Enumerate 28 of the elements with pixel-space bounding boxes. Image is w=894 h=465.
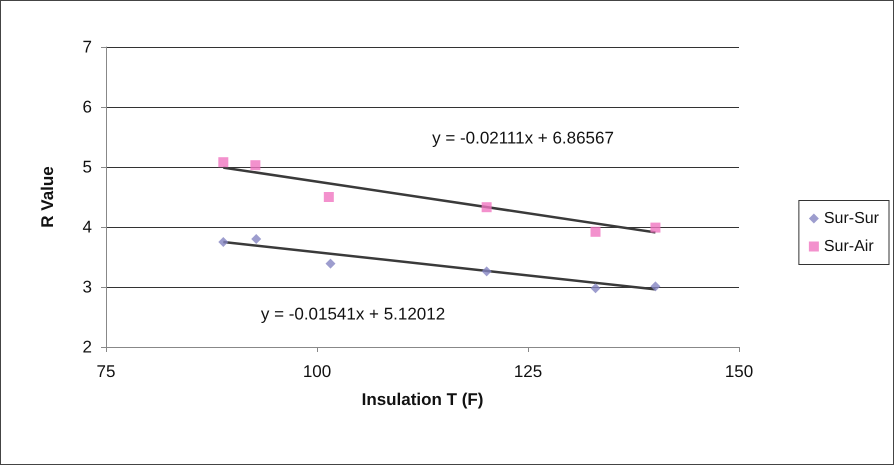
point <box>590 283 601 294</box>
point <box>590 226 601 237</box>
annotation: y = -0.02111x + 6.86567 <box>432 128 614 148</box>
legend-label: Sur-Air <box>824 238 874 255</box>
point <box>218 157 228 168</box>
y-tick-label: 3 <box>82 278 92 296</box>
point <box>250 160 260 170</box>
x-axis-title: Insulation T (F) <box>362 390 484 409</box>
point <box>482 266 492 276</box>
point <box>650 281 660 292</box>
y-axis-title: R Value <box>38 166 57 228</box>
y-tick-label: 2 <box>82 338 92 356</box>
y-tick-label: 5 <box>82 158 92 176</box>
y-tick-label: 7 <box>82 38 92 56</box>
point <box>650 222 660 233</box>
legend-label: Sur-Sur <box>824 210 880 227</box>
x-tick-label: 125 <box>514 362 542 381</box>
annotation: y = -0.01541x + 5.12012 <box>260 304 446 324</box>
x-tick-label: 100 <box>302 362 332 381</box>
y-tick-label: 4 <box>82 218 92 236</box>
point <box>482 202 492 212</box>
x-tick-label: 75 <box>96 362 116 381</box>
x-tick-label: 150 <box>724 362 754 381</box>
point <box>251 234 262 244</box>
point <box>218 237 228 247</box>
point <box>326 258 336 269</box>
point <box>324 192 334 202</box>
y-tick-label: 6 <box>82 98 92 116</box>
